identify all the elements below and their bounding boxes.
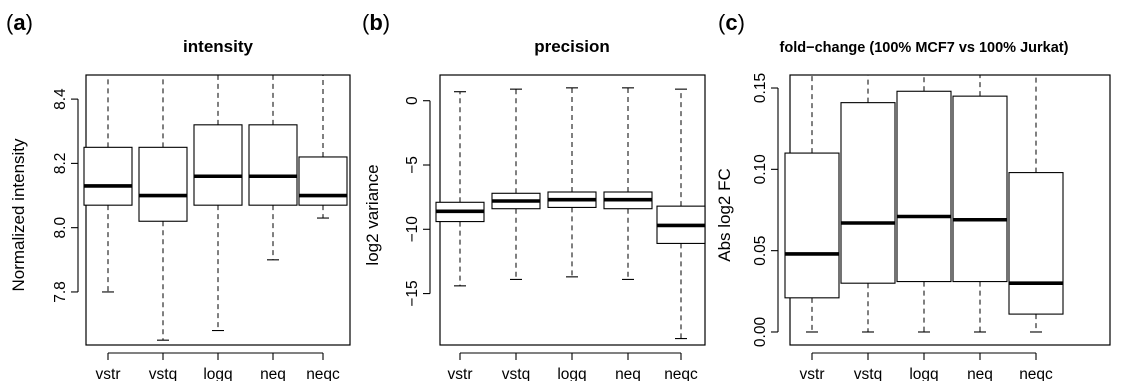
y-tick-label: 8.0	[52, 217, 69, 239]
panel-letter-c: (c)	[718, 10, 745, 35]
y-tick-label: 0.10	[752, 154, 769, 185]
box-neqc	[1008, 75, 1064, 333]
x-tick-label: vstq	[854, 366, 882, 381]
x-tick-label: vstq	[149, 366, 177, 381]
panel-letter-a: (a)	[6, 10, 33, 35]
x-tick-label: logq	[909, 366, 938, 381]
box-iqr	[138, 146, 188, 222]
box-logq	[193, 75, 243, 332]
chart-title: intensity	[183, 37, 253, 56]
box-logq	[896, 75, 952, 333]
chart-panel-a: intensity Normalized intensity 7.8 8.0 8.2 8.…	[9, 37, 351, 381]
x-tick-label: vstr	[448, 366, 473, 381]
y-tick-label: 7.8	[52, 281, 69, 303]
x-tick-label: neqc	[1019, 366, 1053, 381]
y-tick-label: −15	[404, 280, 421, 306]
y-tick-label: 0.15	[752, 73, 769, 103]
box-vstq	[491, 88, 541, 280]
y-axis-label: Abs log2 FC	[715, 168, 734, 262]
box-vstr	[784, 75, 840, 333]
box-neqc	[298, 75, 348, 219]
box-vstr	[435, 91, 485, 287]
x-tick-label: neq	[615, 366, 641, 381]
box-iqr	[83, 146, 133, 206]
x-tick-label: logq	[203, 366, 232, 381]
y-tick-label: 0.00	[752, 317, 769, 348]
box-logq	[547, 87, 597, 278]
box-iqr	[784, 152, 840, 299]
x-tick-label: neqc	[306, 366, 340, 381]
x-tick-label: logq	[557, 366, 586, 381]
box-iqr	[193, 124, 243, 206]
x-tick-label: neqc	[664, 366, 698, 381]
y-tick-label: 0	[404, 96, 421, 105]
chart-panel-b: precision log2 variance 0 −5 −10 −15 vstr vstq l…	[363, 37, 706, 381]
y-tick-label: −5	[404, 156, 421, 174]
x-tick-label: vstr	[800, 366, 825, 381]
chart-title: precision	[534, 37, 610, 56]
x-tick-label: neq	[967, 366, 993, 381]
box-neqc	[656, 88, 706, 340]
box-vstq	[840, 75, 896, 333]
box-iqr	[840, 102, 896, 284]
y-tick-label: −10	[404, 216, 421, 243]
box-iqr	[1008, 172, 1064, 315]
y-axis-label: Normalized intensity	[9, 138, 28, 292]
box-iqr	[298, 156, 348, 206]
panel-letter-b: (b)	[362, 10, 391, 35]
box-vstr	[83, 75, 133, 293]
box-vstq	[138, 75, 188, 341]
chart-title: fold−change (100% MCF7 vs 100% Jurkat)	[780, 40, 1069, 56]
box-neq	[248, 75, 298, 261]
box-iqr	[896, 90, 952, 283]
x-tick-label: vstr	[96, 366, 121, 381]
box-iqr	[248, 124, 298, 206]
y-tick-label: 0.05	[752, 236, 769, 266]
y-axis-label: log2 variance	[363, 164, 382, 265]
x-tick-label: vstq	[502, 366, 530, 381]
chart-panel-c: fold−change (100% MCF7 vs 100% Jurkat) Ab…	[715, 40, 1111, 381]
y-tick-label: 8.2	[52, 153, 69, 175]
y-tick-label: 8.4	[52, 88, 69, 110]
box-neq	[603, 87, 653, 280]
box-iqr	[952, 95, 1008, 283]
x-tick-label: neq	[260, 366, 286, 381]
box-neq	[952, 75, 1008, 333]
